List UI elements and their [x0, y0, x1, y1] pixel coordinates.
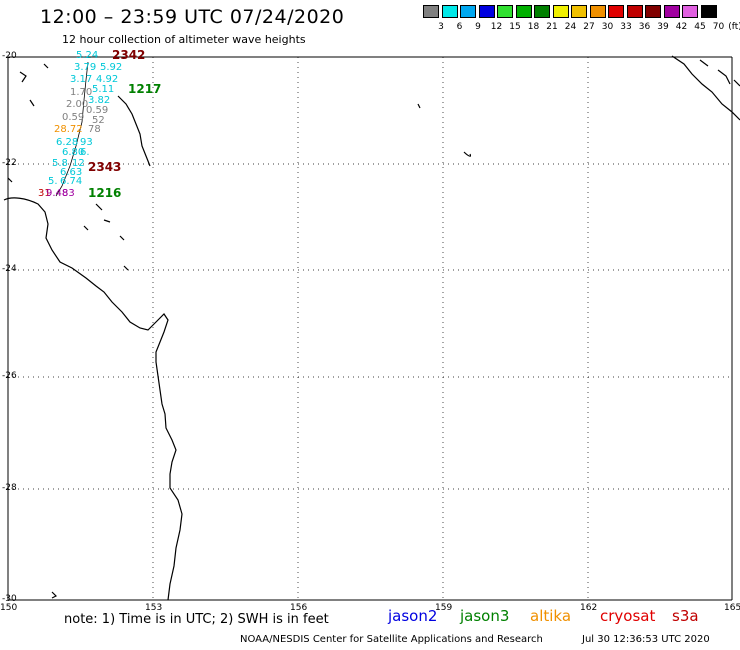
- satellite-legend-item: jason3: [460, 607, 510, 625]
- colorbar-swatch: [441, 5, 458, 18]
- colorbar-label: 3: [438, 22, 444, 32]
- colorbar-label: 24: [564, 22, 577, 32]
- coastline: [3, 55, 740, 601]
- timestamp-text: Jul 30 12:36:53 UTC 2020: [582, 634, 710, 645]
- colorbar-label: 12: [490, 22, 503, 32]
- wave-height-value: 12: [72, 158, 85, 169]
- lon-label: 162: [580, 603, 598, 613]
- colorbar-swatch: [589, 5, 606, 18]
- colorbar-label: 70: [712, 22, 725, 32]
- footer-note: note: 1) Time is in UTC; 2) SWH is in fe…: [64, 612, 329, 627]
- wave-height-value: 83: [62, 188, 75, 199]
- colorbar-label: 39: [657, 22, 669, 32]
- pass-time-label: 1216: [88, 186, 122, 200]
- credit-text: NOAA/NESDIS Center for Satellite Applica…: [240, 634, 543, 645]
- wave-height-value: 78: [88, 124, 101, 135]
- lat-label: -24: [2, 264, 17, 274]
- wave-height-value: 2.00: [66, 99, 89, 110]
- pass-time-label: 2343: [88, 160, 122, 174]
- colorbar-label: 15: [509, 22, 521, 32]
- colorbar-label: 42: [675, 22, 688, 32]
- colorbar-label: 18: [527, 22, 540, 32]
- wave-height-value: 3.17: [70, 74, 93, 85]
- colorbar-swatch: [460, 5, 476, 18]
- colorbar-swatch: [497, 5, 513, 18]
- lat-label: -22: [2, 158, 17, 168]
- colorbar-swatch: [423, 5, 439, 18]
- wave-height-value: 3.79: [74, 62, 97, 73]
- wave-height-value: 5.8: [52, 158, 68, 169]
- colorbar-label: 33: [620, 22, 632, 32]
- colorbar-swatch: [663, 5, 680, 18]
- wave-height-value: 28.72: [54, 124, 83, 135]
- colorbar-swatch: [534, 5, 550, 18]
- lon-label: 159: [435, 603, 453, 613]
- wave-height-value: 5.: [48, 176, 58, 187]
- colorbar-swatch: [478, 5, 495, 18]
- satellite-legend-item: jason2: [388, 607, 438, 625]
- wave-height-value: 4.92: [96, 74, 119, 85]
- wave-height-value: 93: [80, 137, 93, 148]
- wave-height-value: 1.70: [70, 87, 93, 98]
- pass-time-label: 2342: [112, 48, 146, 62]
- colorbar-swatch: [515, 5, 532, 18]
- lon-label: 156: [290, 603, 308, 613]
- wave-height-value: 6.: [80, 147, 90, 158]
- wave-height-value: 52: [92, 115, 105, 126]
- lon-label: 165: [724, 603, 740, 613]
- wave-height-value: 5.11: [92, 84, 115, 95]
- pass-time-label: 1217: [128, 82, 162, 96]
- wave-height-value: 31: [38, 188, 51, 199]
- colorbar-swatch: [700, 5, 717, 18]
- colorbar-swatch: [571, 5, 587, 18]
- wave-height-value: 0.59: [86, 105, 109, 116]
- lat-label: -30: [2, 594, 17, 604]
- altimeter-track: [55, 61, 89, 197]
- wave-height-value: 9.48: [46, 188, 69, 199]
- wave-height-value: 6.63: [60, 167, 83, 178]
- lon-label: 150: [0, 603, 18, 613]
- colorbar-label: 27: [583, 22, 595, 32]
- colorbar-label: 30: [601, 22, 614, 32]
- wave-height-value: 3.82: [88, 95, 111, 106]
- colorbar-label: 45: [694, 22, 706, 32]
- page-subtitle: 12 hour collection of altimeter wave hei…: [62, 33, 306, 46]
- lat-label: -20: [2, 51, 17, 61]
- lat-label: -26: [2, 371, 17, 381]
- lat-label: -28: [2, 483, 17, 493]
- page-title: 12:00 – 23:59 UTC 07/24/2020: [40, 6, 345, 28]
- wave-height-value: 6.80: [62, 147, 85, 158]
- satellite-legend-item: cryosat: [600, 607, 656, 625]
- colorbar-unit: (ft): [728, 22, 740, 32]
- colorbar-swatch: [552, 5, 569, 18]
- colorbar-label: 6: [456, 22, 463, 32]
- wave-height-value: 0.59: [62, 112, 85, 123]
- colorbar-swatch: [645, 5, 661, 18]
- lon-label: 153: [145, 603, 163, 613]
- colorbar-label: 9: [475, 22, 481, 32]
- wave-height-value: 6.28: [56, 137, 79, 148]
- wave-height-value: 6.74: [60, 176, 83, 187]
- colorbar-swatch: [682, 5, 698, 18]
- colorbar-swatch: [626, 5, 643, 18]
- satellite-legend-item: s3a: [672, 607, 699, 625]
- colorbar-label: 36: [638, 22, 651, 32]
- colorbar-label: 21: [546, 22, 558, 32]
- colorbar-swatch: [608, 5, 624, 18]
- wave-height-value: 5.92: [100, 62, 123, 73]
- wave-height-value: 5.24: [76, 50, 99, 61]
- satellite-legend-item: altika: [530, 607, 572, 625]
- lat-lon-grid: [7, 56, 733, 601]
